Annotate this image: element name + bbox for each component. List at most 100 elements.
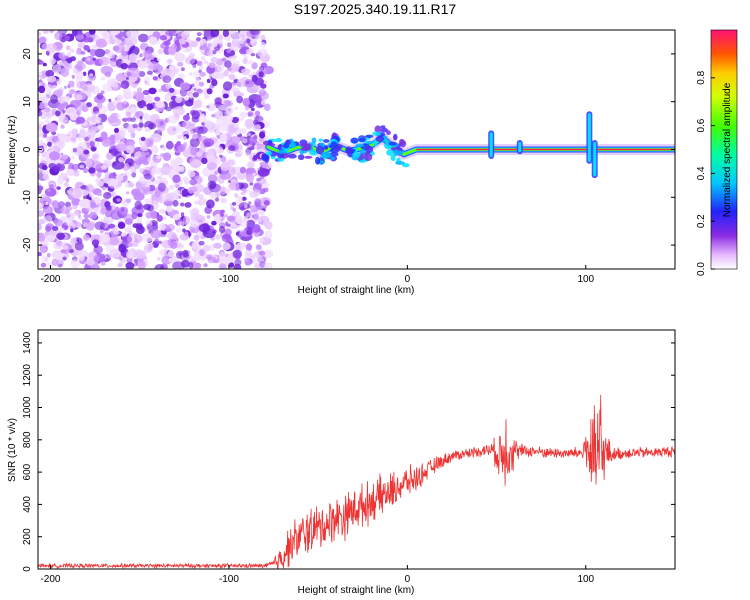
spectrogram-cell [226,223,231,227]
spectrogram-cell [99,56,111,66]
spectrogram-cell [38,58,42,65]
spectrogram-cell [150,145,159,154]
signal-blob [380,127,389,133]
spectrogram-cell [96,171,102,178]
spectrogram-cell [81,106,89,112]
signal-blob [315,156,321,165]
spectrogram-cell [145,137,154,148]
spectrogram-cell [139,115,143,120]
spectrogram-cell [206,215,211,219]
spectrogram-cell [199,71,206,77]
spectrogram-cell [245,48,253,55]
spectrogram-cell [165,30,173,36]
spectrogram-cell [242,58,248,65]
spectrogram-cell [110,210,123,220]
spectrogram-cell [245,80,250,85]
y-tick-label: 200 [22,528,33,545]
spectrogram-cell [239,116,244,122]
signal-blob [287,153,297,159]
spectrogram-cell [245,173,255,183]
bottom-x-axis: -200 -100 0 100 [40,565,595,585]
spectrogram-cell [75,100,80,105]
spectrogram-cell [116,198,121,202]
spectrogram-cell [156,155,161,160]
spectrogram-cell [38,132,42,138]
top-x-label: Height of straight line (km) [298,285,415,296]
colorbar-tick-label: 0.8 [696,70,707,84]
spectrogram-cell [54,140,65,150]
spectrogram-cell [175,184,180,189]
y-tick-label: -10 [22,190,33,205]
spectrogram-cell [58,61,65,66]
spectrogram-cell [227,42,232,48]
spectrogram-cell [184,96,189,101]
spectrogram-cell [192,133,199,140]
spectrogram-cell [38,94,44,101]
spectrogram-cell [120,83,127,88]
spectrogram-cell [210,30,220,38]
spectrogram-cell [100,90,105,95]
x-tick-label: 0 [405,274,411,285]
spectrogram-cell [46,122,56,133]
spectrogram-cell [66,214,71,218]
spectrogram-cell [183,142,188,148]
signal-blob [355,143,364,148]
spectrogram-cell [46,178,51,183]
spectrogram-cell [224,189,230,194]
spectrogram-cell [92,57,97,61]
spectrogram-cell [239,166,247,174]
spectrogram-cell [213,242,222,249]
spectrogram-cell [236,95,244,104]
spectrogram-cell [240,182,249,189]
spectrogram-cell [142,89,150,96]
spectrogram-cell [95,202,102,210]
signal-blob [264,154,270,163]
spectrogram-cell [94,116,102,124]
spectrogram-cell [207,103,217,112]
spectrogram-cell [126,72,132,77]
spectrogram-cell [218,34,224,40]
spectrogram-cell [38,203,43,207]
spectrogram-cell [120,62,129,70]
spectrogram-cell [256,178,262,182]
signal-blob [335,146,342,151]
spectrogram-cell [131,212,138,220]
spectrogram-cell [194,184,205,193]
spectrogram-cell [90,201,97,209]
spectrogram-cell [125,250,134,259]
spectrogram-cell [60,67,70,78]
spectrogram-cell [77,42,86,48]
spectrogram-cell [138,71,146,77]
spectrogram-cell [213,170,219,176]
spectrogram-cell [232,207,236,212]
spectrogram-cell [214,129,221,136]
spectrogram-cell [132,241,139,247]
spectrogram-cell [231,116,239,124]
spectrogram-cell [69,89,76,95]
spectrogram-cell [210,56,219,63]
spectrogram-cell [137,261,146,269]
spectrogram-cell [110,61,116,66]
spectrogram-cell [126,30,135,38]
spectrogram-cell [141,186,150,196]
spectrogram-cell [219,225,226,234]
spectrogram-cell [189,94,194,99]
spectrogram-cell [77,255,85,261]
spectrogram-cell [227,215,235,222]
spectrogram-cell [193,234,200,241]
spectrogram-cell [65,201,71,208]
spectrogram-cell [51,250,64,260]
spectrogram-cell [151,167,162,175]
spectrogram-cell [75,33,84,40]
spectrogram-cell [115,73,126,82]
spectrogram-cell [59,227,65,231]
spectrogram-cell [77,60,84,66]
spectrogram-cell [245,106,250,111]
spectrogram-cell [243,215,249,222]
spectrogram-cell [48,30,55,34]
spectrogram-cell [62,256,67,261]
spectrogram-cell [42,174,50,180]
spectrogram-cell [253,77,264,86]
spectrogram-cell [162,152,172,161]
spectrogram-cell [143,114,152,122]
